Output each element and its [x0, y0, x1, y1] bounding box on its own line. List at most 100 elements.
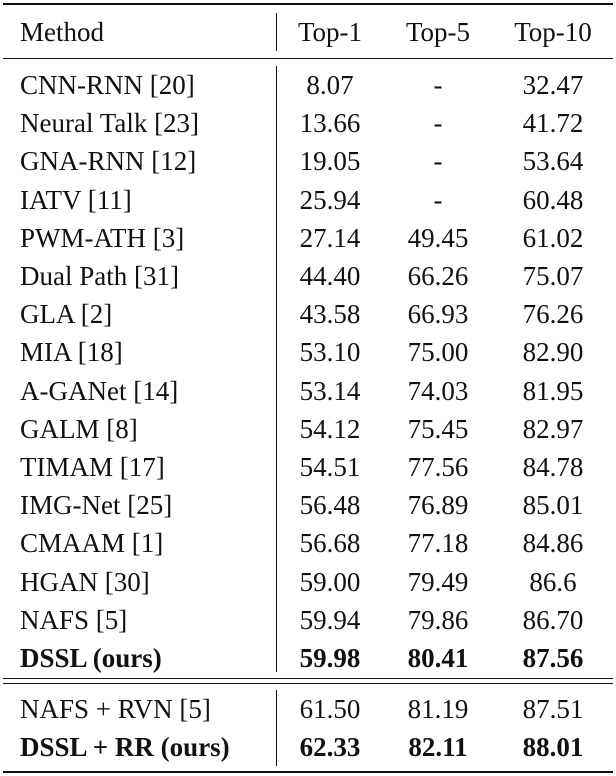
top5-cell: 49.45	[407, 222, 469, 253]
table-row: GNA-RNN [12] 19.05 - 53.64	[0, 142, 616, 180]
top5-cell: -	[433, 70, 443, 100]
header-top5: Top-5	[405, 17, 471, 47]
top1-cell: 27.14	[299, 222, 361, 253]
top1-cell: 53.10	[299, 337, 361, 368]
top1-cell: 13.66	[299, 108, 361, 139]
top1-cell: 62.33	[299, 732, 361, 762]
top1-cell: 56.48	[299, 490, 361, 521]
table-row: CNN-RNN [20] 8.07 - 32.47	[0, 66, 616, 104]
column-separator-header	[276, 13, 278, 51]
table-row: Dual Path [31] 44.40 66.26 75.07	[0, 257, 616, 295]
method-cell: CMAAM [1]	[20, 528, 164, 559]
top1-cell: 59.98	[299, 643, 361, 673]
table-row: IATV [11] 25.94 - 60.48	[0, 181, 616, 219]
section-rule-2	[3, 683, 613, 685]
top10-cell: 82.90	[522, 337, 584, 368]
method-cell: DSSL (ours)	[20, 643, 162, 673]
table-row: PWM-ATH [3] 27.14 49.45 61.02	[0, 219, 616, 257]
top1-cell: 53.14	[299, 375, 361, 406]
table-row: GLA [2] 43.58 66.93 76.26	[0, 295, 616, 333]
table-row: TIMAM [17] 54.51 77.56 84.78	[0, 448, 616, 486]
top5-cell: 75.00	[407, 337, 469, 368]
top10-cell: 84.86	[522, 528, 584, 559]
top1-cell: 44.40	[299, 261, 361, 291]
top1-cell: 8.07	[306, 70, 354, 100]
table-row: NAFS + RVN [5] 61.50 81.19 87.51	[0, 690, 616, 728]
column-separator-body	[276, 66, 278, 672]
top1-cell: 59.94	[299, 604, 361, 635]
table-row: GALM [8] 54.12 75.45 82.97	[0, 410, 616, 448]
header-row: Method Top-1 Top-5 Top-10	[0, 13, 616, 51]
header-rule	[3, 58, 613, 60]
top5-cell: 77.18	[407, 528, 469, 559]
method-cell: Neural Talk [23]	[20, 108, 200, 139]
method-cell: A-GANet [14]	[20, 375, 179, 406]
header-method: Method	[20, 17, 104, 47]
top10-cell: 81.95	[522, 375, 584, 406]
top10-cell: 87.56	[522, 643, 584, 673]
header-top10: Top-10	[514, 17, 592, 47]
method-cell: Dual Path [31]	[20, 261, 179, 291]
method-cell: NAFS + RVN [5]	[20, 694, 211, 724]
method-cell: IATV [11]	[20, 184, 132, 215]
top5-cell: 66.26	[407, 261, 469, 291]
top5-cell: 74.03	[407, 375, 469, 406]
table-row: HGAN [30] 59.00 79.49 86.6	[0, 563, 616, 601]
top10-cell: 86.6	[529, 566, 577, 597]
top10-cell: 88.01	[522, 732, 584, 762]
top10-cell: 76.26	[522, 299, 584, 330]
top1-cell: 19.05	[299, 146, 361, 177]
method-cell: DSSL + RR (ours)	[20, 732, 230, 762]
method-cell: CNN-RNN [20]	[20, 70, 195, 100]
top10-cell: 41.72	[522, 108, 584, 139]
header-top1: Top-1	[297, 17, 363, 47]
table-row: DSSL + RR (ours) 62.33 82.11 88.01	[0, 728, 616, 766]
top5-cell: 81.19	[407, 694, 469, 724]
method-cell: HGAN [30]	[20, 566, 150, 597]
top10-cell: 32.47	[522, 70, 584, 100]
top5-cell: 80.41	[407, 643, 469, 673]
section-rule-1	[3, 678, 613, 680]
method-cell: GNA-RNN [12]	[20, 146, 197, 177]
method-cell: TIMAM [17]	[20, 452, 165, 482]
top10-cell: 61.02	[522, 222, 584, 253]
table-row: A-GANet [14] 53.14 74.03 81.95	[0, 372, 616, 410]
top5-cell: 77.56	[407, 452, 469, 482]
top10-cell: 85.01	[522, 490, 584, 521]
top10-cell: 82.97	[522, 413, 584, 444]
top1-cell: 59.00	[299, 566, 361, 597]
top10-cell: 75.07	[522, 261, 584, 291]
top1-cell: 43.58	[299, 299, 361, 330]
top5-cell: -	[433, 146, 443, 177]
method-cell: GALM [8]	[20, 413, 138, 444]
top1-cell: 56.68	[299, 528, 361, 559]
method-cell: PWM-ATH [3]	[20, 222, 185, 253]
top10-cell: 60.48	[522, 184, 584, 215]
top10-cell: 53.64	[522, 146, 584, 177]
table-row: MIA [18] 53.10 75.00 82.90	[0, 333, 616, 371]
top5-cell: 76.89	[407, 490, 469, 521]
method-cell: GLA [2]	[20, 299, 113, 330]
top10-cell: 86.70	[522, 604, 584, 635]
table-row: CMAAM [1] 56.68 77.18 84.86	[0, 524, 616, 562]
top5-cell: 66.93	[407, 299, 469, 330]
top1-cell: 25.94	[299, 184, 361, 215]
top5-cell: 82.11	[408, 732, 468, 762]
method-cell: NAFS [5]	[20, 604, 128, 635]
top5-cell: 79.86	[407, 604, 469, 635]
top10-cell: 87.51	[522, 694, 584, 724]
bottom-rule	[3, 771, 613, 773]
top5-cell: 75.45	[407, 413, 469, 444]
top1-cell: 54.12	[299, 413, 361, 444]
top1-cell: 54.51	[299, 452, 361, 482]
method-cell: MIA [18]	[20, 337, 123, 368]
table-row: IMG-Net [25] 56.48 76.89 85.01	[0, 486, 616, 524]
method-cell: IMG-Net [25]	[20, 490, 173, 521]
column-separator-rerank	[276, 690, 278, 766]
table-row: NAFS [5] 59.94 79.86 86.70	[0, 601, 616, 639]
top1-cell: 61.50	[299, 694, 361, 724]
table-row: Neural Talk [23] 13.66 - 41.72	[0, 104, 616, 142]
top-rule	[3, 3, 613, 5]
top5-cell: 79.49	[407, 566, 469, 597]
top5-cell: -	[433, 108, 443, 139]
